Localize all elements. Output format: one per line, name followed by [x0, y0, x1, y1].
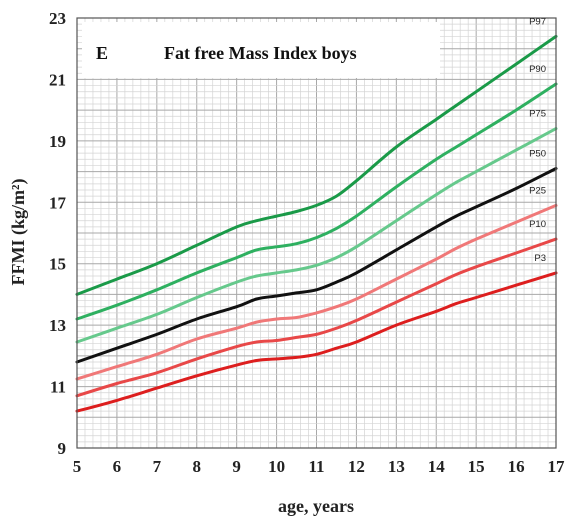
- x-tick-label: 17: [548, 457, 566, 476]
- x-tick-label: 16: [508, 457, 525, 476]
- x-tick-label: 8: [193, 457, 202, 476]
- y-tick-label: 19: [49, 132, 66, 151]
- x-tick-label: 7: [153, 457, 162, 476]
- y-tick-label: 17: [49, 193, 67, 212]
- series-label-p75: P75: [529, 109, 546, 120]
- x-tick-label: 15: [468, 457, 485, 476]
- series-line-p10: [75, 237, 558, 398]
- plot-frame: [76, 17, 557, 449]
- series-line-p90: [75, 82, 558, 321]
- chart-title: Fat free Mass Index boys: [164, 43, 357, 63]
- series-line-p75: [75, 127, 558, 344]
- series-label-p97: P97: [529, 16, 546, 27]
- series-label-p25: P25: [529, 185, 546, 196]
- series-line-p97: [75, 34, 558, 296]
- series-label-p10: P10: [529, 219, 546, 230]
- y-tick-label: 15: [49, 255, 66, 274]
- x-tick-label: 9: [232, 457, 241, 476]
- series-label-p3: P3: [534, 253, 546, 264]
- y-tick-label: 13: [49, 316, 66, 335]
- x-tick-label: 6: [113, 457, 122, 476]
- series-lines: [75, 34, 558, 413]
- y-tick-label: 11: [50, 378, 66, 397]
- x-tick-label: 13: [388, 457, 405, 476]
- x-tick-label: 5: [73, 457, 82, 476]
- y-tick-label: 23: [49, 9, 66, 28]
- x-axis-title: age, years: [278, 496, 354, 516]
- series-line-p3: [75, 271, 558, 413]
- x-tick-label: 14: [428, 457, 446, 476]
- y-axis-title: FFMI (kg/m²): [8, 179, 29, 286]
- series-line-p25: [75, 203, 558, 381]
- series-label-p50: P50: [529, 149, 546, 160]
- grid: [76, 17, 557, 449]
- x-axis-tick-labels: 5 6 7 8 9 10 11 12 13 14 15 16 17: [73, 457, 565, 476]
- series-labels: P97 P90 P75 P50 P25 P10 P3: [529, 16, 546, 263]
- x-tick-label: 10: [268, 457, 285, 476]
- x-tick-label: 12: [348, 457, 365, 476]
- y-tick-label: 21: [49, 70, 66, 89]
- title-box: E Fat free Mass Index boys: [82, 22, 440, 78]
- panel-letter: E: [96, 43, 108, 63]
- series-line-p50: [75, 167, 558, 364]
- series-label-p90: P90: [529, 64, 546, 75]
- y-axis-tick-labels: 9 11 13 15 17 19 21 23: [49, 9, 67, 458]
- y-tick-label: 9: [58, 439, 67, 458]
- x-tick-label: 11: [308, 457, 324, 476]
